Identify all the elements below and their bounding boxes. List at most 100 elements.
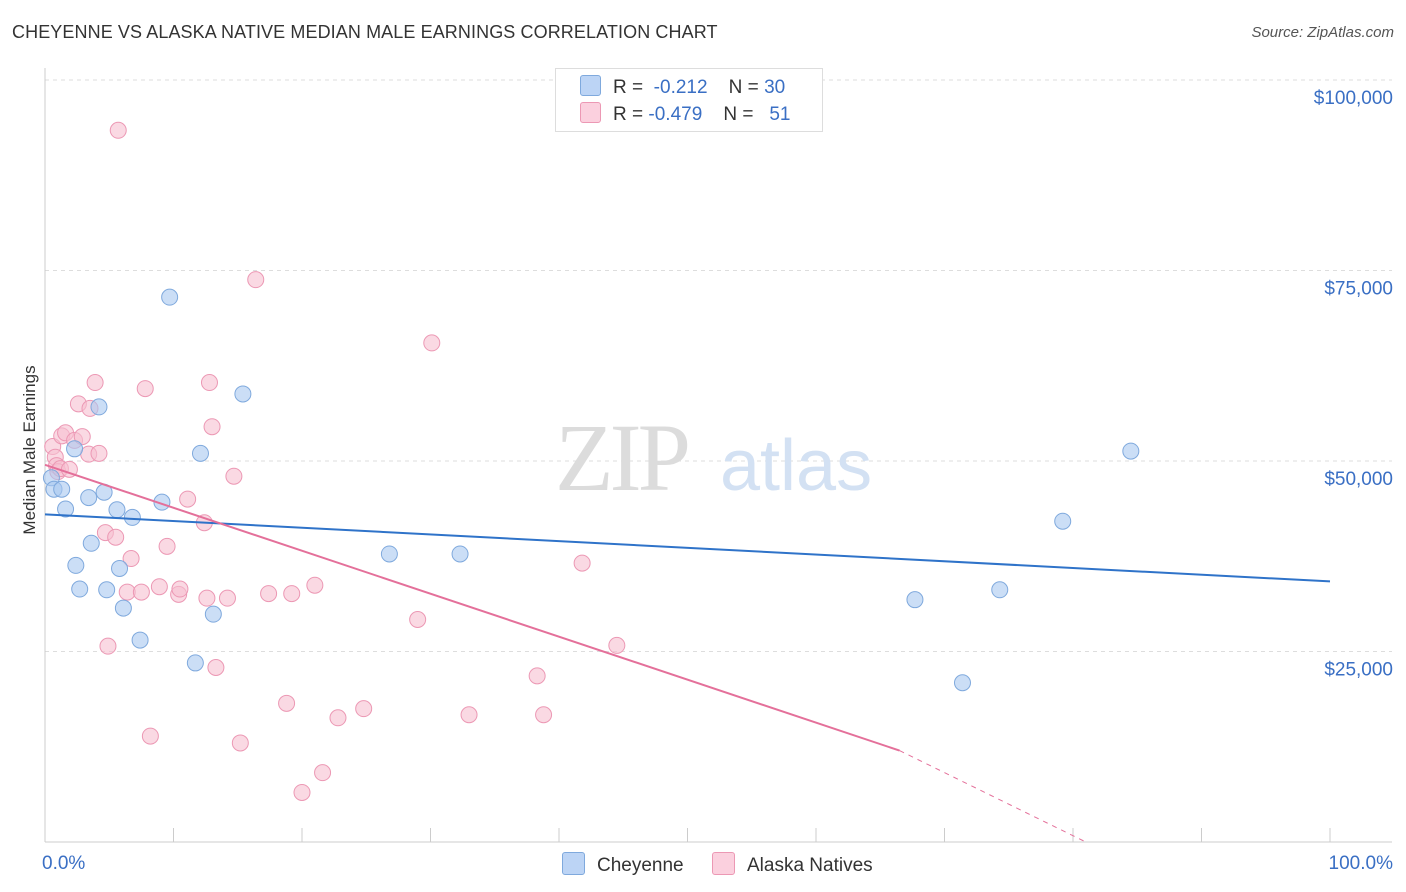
alaska-natives-point	[329, 709, 347, 727]
cheyenne-point	[67, 556, 85, 574]
cheyenne-swatch	[562, 852, 585, 875]
x-tick-label: 100.0%	[1329, 853, 1394, 874]
alaska-natives-point	[260, 585, 278, 603]
alaska-natives-point	[198, 589, 216, 607]
alaska-natives-point	[141, 727, 159, 745]
y-tick-label: $100,000	[1314, 88, 1393, 109]
alaska-natives-point	[460, 706, 478, 724]
y-tick-label: $75,000	[1324, 279, 1393, 300]
r-value: -0.212	[653, 77, 708, 98]
n-label: N =	[723, 104, 754, 125]
legend-label: Alaska Natives	[747, 855, 873, 876]
alaska-natives-point	[107, 528, 125, 546]
chart-title: CHEYENNE VS ALASKA NATIVE MEDIAN MALE EA…	[12, 22, 718, 42]
cheyenne-point	[57, 500, 75, 518]
cheyenne-point	[53, 480, 71, 498]
cheyenne-point	[114, 599, 132, 617]
r-value: -0.479	[648, 104, 703, 125]
alaska-natives-point	[355, 700, 373, 718]
alaska-natives-point	[225, 467, 243, 485]
alaska-natives-point	[158, 537, 176, 555]
legend-row-cheyenne: R = -0.212 N = 30	[580, 75, 785, 101]
cheyenne-point	[191, 444, 209, 462]
alaska-natives-point	[306, 576, 324, 594]
cheyenne-point	[66, 440, 84, 458]
alaska-natives-point	[99, 637, 117, 655]
legend-item-cheyenne: Cheyenne	[562, 852, 684, 877]
alaska-natives-point	[136, 380, 154, 398]
cheyenne-point	[123, 508, 141, 526]
alaska-natives-point	[90, 444, 108, 462]
cheyenne-trend-line	[44, 513, 1331, 583]
r-label: R =	[613, 104, 644, 125]
alaska-natives-point	[283, 585, 301, 603]
n-label: N =	[728, 77, 759, 98]
alaska-natives-point	[179, 490, 197, 508]
alaska-natives-point	[528, 667, 546, 685]
cheyenne-point	[234, 385, 252, 403]
alaska-natives-point	[171, 580, 189, 598]
cheyenne-point	[204, 605, 222, 623]
alaska-natives-point	[73, 428, 91, 446]
cheyenne-point	[953, 674, 971, 692]
alaska-natives-point	[200, 374, 218, 392]
n-value: 30	[764, 77, 786, 98]
cheyenne-point	[98, 581, 116, 599]
cheyenne-point	[991, 581, 1009, 599]
cheyenne-point	[71, 580, 89, 598]
source-attribution: Source: ZipAtlas.com	[1251, 24, 1394, 41]
cheyenne-point	[90, 398, 108, 416]
alaska-natives-point	[203, 418, 221, 436]
legend-label: Cheyenne	[597, 855, 684, 876]
legend-row-alaska-natives: R = -0.479 N = 51	[580, 102, 790, 128]
cheyenne-point	[82, 534, 100, 552]
alaska-natives-point	[314, 764, 332, 782]
cheyenne-point	[186, 654, 204, 672]
alaska-natives-point	[207, 659, 225, 677]
alaska-natives-point	[423, 334, 441, 352]
alaska-natives-point	[118, 583, 136, 601]
cheyenne-point	[161, 288, 179, 306]
cheyenne-swatch	[580, 75, 601, 96]
alaska-natives-point	[231, 734, 249, 752]
alaska-natives-point	[278, 694, 296, 712]
alaska-natives-point	[109, 121, 127, 139]
n-value: 51	[769, 104, 791, 125]
cheyenne-point	[380, 545, 398, 563]
alaska-natives-trend-line	[44, 463, 900, 752]
y-tick-label: $50,000	[1324, 469, 1393, 490]
cheyenne-point	[906, 591, 924, 609]
correlation-legend: R = -0.212 N = 30 R = -0.479 N = 51	[555, 68, 823, 132]
cheyenne-point	[111, 559, 129, 577]
x-tick-label: 0.0%	[42, 853, 85, 874]
cheyenne-point	[80, 489, 98, 507]
cheyenne-point	[451, 545, 469, 563]
alaska-natives-trend-extension	[899, 750, 1087, 843]
alaska-natives-point	[247, 271, 265, 289]
watermark-zip: ZIP	[555, 404, 688, 511]
watermark-atlas: atlas	[720, 426, 872, 506]
alaska-natives-point	[573, 554, 591, 572]
alaska-natives-point	[535, 706, 553, 724]
legend-item-alaska-natives: Alaska Natives	[712, 852, 873, 877]
alaska-natives-point	[122, 550, 140, 568]
cheyenne-point	[131, 631, 149, 649]
y-axis-label-wrap: Median Male Earnings	[15, 250, 45, 650]
alaska-natives-point	[608, 636, 626, 654]
alaska-natives-point	[132, 583, 150, 601]
cheyenne-point	[108, 501, 126, 519]
cheyenne-point	[1122, 442, 1140, 460]
y-axis-label: Median Male Earnings	[20, 365, 39, 535]
alaska-natives-point	[409, 610, 427, 628]
alaska-natives-swatch	[580, 102, 601, 123]
y-tick-label: $25,000	[1324, 660, 1393, 681]
series-legend: Cheyenne Alaska Natives	[0, 852, 1406, 878]
alaska-natives-point	[150, 578, 168, 596]
alaska-natives-point	[293, 783, 311, 801]
r-label: R =	[613, 77, 644, 98]
cheyenne-point	[1054, 512, 1072, 530]
alaska-natives-swatch	[712, 852, 735, 875]
alaska-natives-point	[218, 589, 236, 607]
alaska-natives-point	[86, 374, 104, 392]
